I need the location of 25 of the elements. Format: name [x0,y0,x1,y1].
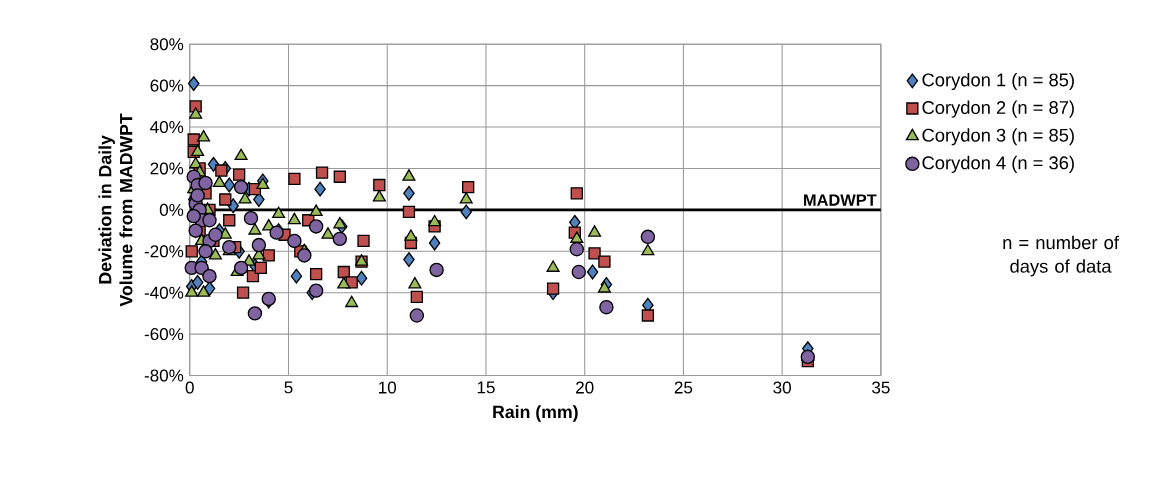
y-tick-label: 60% [150,79,184,92]
x-tick-label: 25 [674,381,693,394]
y-tick-label: 40% [150,121,184,134]
x-tick-label: 35 [872,381,890,394]
x-tick-label: 15 [477,381,495,394]
y-tick-label: -60% [144,328,184,341]
x-axis-title: Rain (mm) [493,405,578,422]
x-tick-label: 5 [284,381,293,394]
x-tick-label: 10 [379,381,397,394]
legend-label: Corydon 2 (n = 87) [922,100,1074,118]
legend-label: Corydon 4 (n = 36) [922,156,1074,174]
text: n = number of days of data [1003,235,1119,277]
legend-label: Corydon 3 (n = 85) [922,128,1074,146]
y-tick-label: 0% [159,204,184,217]
y-tick-label: -80% [144,369,184,382]
x-tick-label: 0 [185,381,194,394]
y-tick-label: 20% [150,162,184,175]
y-tick-label: -40% [144,286,184,299]
ref-line-label: MADWPT [804,194,877,206]
y-tick-label: -20% [144,245,184,258]
x-tick-label: 30 [773,381,791,394]
legend-label: Corydon 1 (n = 85) [922,73,1074,91]
y-tick-label: 80% [150,38,184,51]
y-axis-title: Deviation in Daily Volume from MADWPT [98,113,133,307]
x-tick-label: 20 [576,381,594,394]
